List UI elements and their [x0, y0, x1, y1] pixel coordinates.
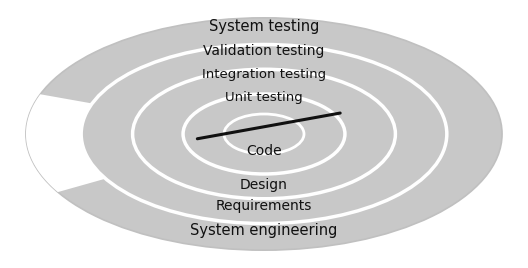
- Polygon shape: [26, 94, 264, 192]
- Ellipse shape: [224, 114, 304, 154]
- Ellipse shape: [26, 18, 502, 250]
- Ellipse shape: [81, 44, 447, 224]
- Ellipse shape: [133, 69, 395, 199]
- Text: Requirements: Requirements: [216, 199, 312, 213]
- Text: Design: Design: [240, 178, 288, 192]
- Text: Validation testing: Validation testing: [203, 44, 325, 58]
- Ellipse shape: [183, 94, 345, 174]
- Text: System engineering: System engineering: [190, 222, 338, 237]
- Text: Unit testing: Unit testing: [225, 91, 303, 103]
- Text: Code: Code: [246, 144, 282, 158]
- Text: Integration testing: Integration testing: [202, 68, 326, 81]
- Text: System testing: System testing: [209, 19, 319, 34]
